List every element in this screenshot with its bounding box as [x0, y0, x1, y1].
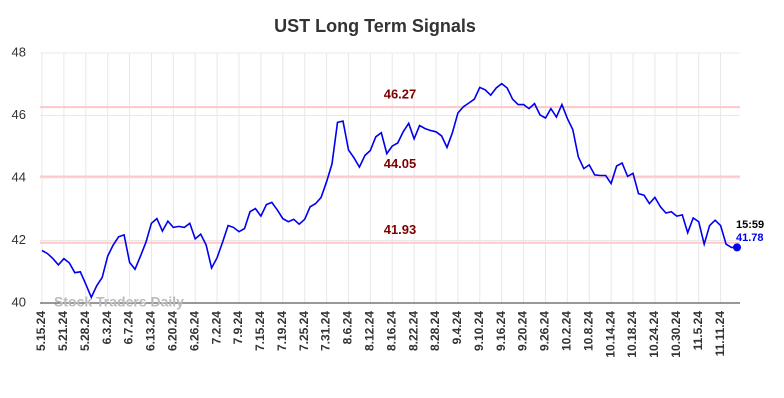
x-tick-label: 6.20.24 [166, 311, 180, 351]
x-tick-label: 10.24.24 [647, 311, 661, 358]
x-tick-label: 10.30.24 [669, 311, 683, 358]
x-tick-label: 10.8.24 [581, 311, 595, 351]
x-tick-label: 7.19.24 [275, 311, 289, 351]
x-tick-label: 5.15.24 [34, 311, 48, 351]
x-tick-label: 9.4.24 [450, 311, 464, 345]
x-tick-label: 9.26.24 [538, 311, 552, 351]
y-tick-label: 44 [12, 169, 26, 184]
x-tick-label: 8.28.24 [428, 311, 442, 351]
last-point [733, 243, 741, 252]
last-value: 41.78 [736, 232, 764, 244]
x-tick-label: 7.25.24 [297, 311, 311, 351]
x-tick-label: 8.6.24 [341, 311, 355, 345]
reference-label: 46.27 [384, 87, 417, 102]
x-tick-label: 10.2.24 [560, 311, 574, 351]
x-tick-label: 7.31.24 [319, 311, 333, 351]
x-tick-label: 10.14.24 [603, 311, 617, 358]
y-tick-label: 42 [12, 232, 26, 247]
last-time: 15:59 [736, 219, 764, 231]
x-tick-label: 6.13.24 [144, 311, 158, 351]
x-tick-label: 6.3.24 [100, 311, 114, 345]
x-tick-label: 5.21.24 [56, 311, 70, 351]
x-tick-label: 8.12.24 [363, 311, 377, 351]
x-tick-label: 6.26.24 [187, 311, 201, 351]
x-tick-label: 10.18.24 [625, 311, 639, 358]
x-tick-label: 9.20.24 [516, 311, 530, 351]
x-tick-label: 9.10.24 [472, 311, 486, 351]
chart-title: UST Long Term Signals [274, 16, 476, 36]
reference-label: 41.93 [384, 222, 417, 237]
y-tick-label: 48 [12, 44, 26, 59]
x-tick-label: 11.5.24 [691, 311, 705, 351]
y-tick-label: 46 [12, 107, 26, 122]
x-tick-label: 7.9.24 [231, 311, 245, 345]
reference-label: 44.05 [384, 156, 417, 171]
x-tick-label: 11.11.24 [713, 311, 727, 357]
y-tick-label: 40 [12, 294, 26, 309]
price-line [41, 82, 737, 300]
x-tick-label: 7.15.24 [253, 311, 267, 351]
x-tick-label: 8.22.24 [406, 311, 420, 351]
x-tick-label: 8.16.24 [384, 311, 398, 351]
x-tick-label: 9.16.24 [494, 311, 508, 351]
x-tick-label: 7.2.24 [209, 311, 223, 345]
x-tick-label: 5.28.24 [78, 311, 92, 351]
watermark: Stock Traders Daily [54, 294, 184, 310]
x-tick-label: 6.7.24 [122, 311, 136, 345]
